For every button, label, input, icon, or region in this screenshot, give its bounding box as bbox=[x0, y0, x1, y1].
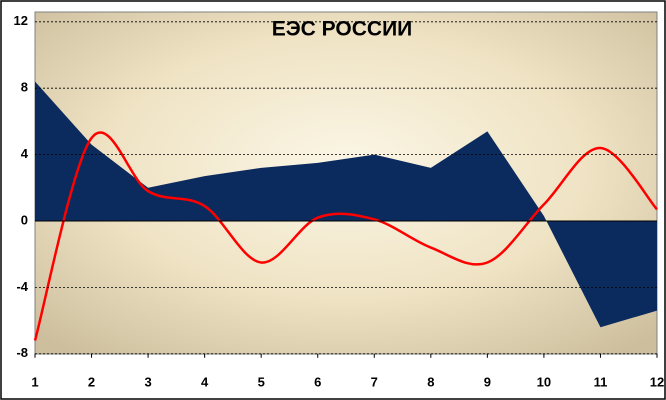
x-tick-label: 4 bbox=[201, 374, 209, 389]
chart-title: ЕЭС РОССИИ bbox=[272, 18, 413, 41]
y-tick-label: 0 bbox=[21, 212, 28, 227]
x-tick-label: 11 bbox=[594, 374, 608, 389]
x-tick-label: 8 bbox=[427, 374, 434, 389]
x-tick-label: 10 bbox=[537, 374, 551, 389]
y-tick-label: -4 bbox=[16, 279, 28, 294]
x-tick-label: 5 bbox=[258, 374, 265, 389]
y-tick-label: -8 bbox=[16, 345, 28, 360]
line bbox=[33, 131, 658, 341]
x-tick-label: 12 bbox=[650, 374, 664, 389]
y-tick-label: 8 bbox=[21, 80, 28, 95]
area bbox=[35, 81, 657, 328]
x-tick-label: 2 bbox=[88, 374, 95, 389]
x-tick-label: 6 bbox=[314, 374, 321, 389]
x-tick-label: 1 bbox=[31, 374, 38, 389]
x-tick-label: 9 bbox=[484, 374, 491, 389]
y-tick-label: 4 bbox=[21, 146, 29, 161]
y-tick-label: 12 bbox=[14, 13, 28, 28]
x-tick-label: 7 bbox=[371, 374, 378, 389]
x-tick-label: 3 bbox=[144, 374, 151, 389]
